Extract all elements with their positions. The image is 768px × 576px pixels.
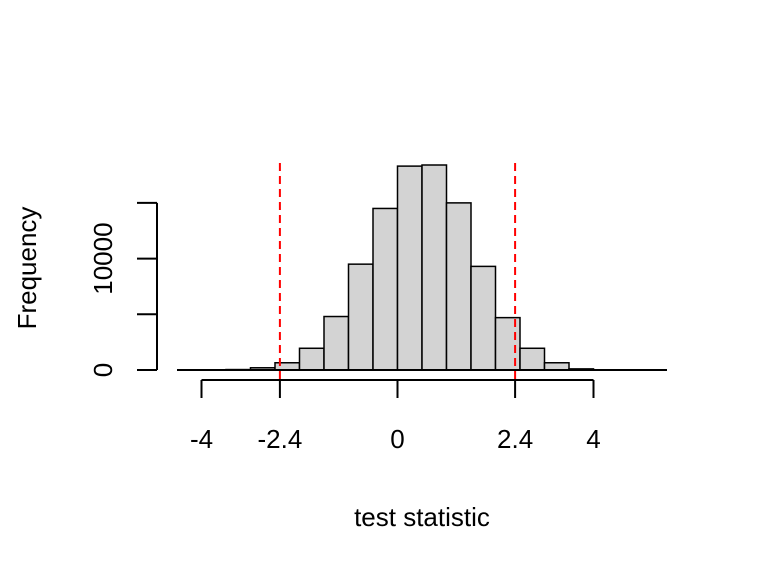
y-tick-label: 10000 xyxy=(88,222,118,294)
histogram-bar xyxy=(421,164,448,371)
histogram-bar xyxy=(396,165,423,371)
x-axis-title: test statistic xyxy=(354,502,490,532)
histogram-bar xyxy=(347,263,374,371)
histogram-bar xyxy=(323,315,350,371)
x-tick-label: 4 xyxy=(586,424,600,454)
x-tick-label: 2.4 xyxy=(497,424,533,454)
histogram-bars xyxy=(200,164,619,371)
histogram-bar xyxy=(543,362,570,371)
x-axis: -4 -2.4 0 2.4 4 xyxy=(190,379,601,454)
histogram-bar xyxy=(274,362,301,371)
x-tick-label: 0 xyxy=(390,424,404,454)
y-axis: 0 10000 xyxy=(88,201,158,377)
reference-lines xyxy=(278,163,517,380)
x-tick-label: -2.4 xyxy=(257,424,302,454)
histogram-bar xyxy=(298,347,325,371)
y-tick-label: 0 xyxy=(88,363,118,377)
histogram-bar xyxy=(372,207,399,371)
histogram-bar xyxy=(494,316,521,371)
histogram-bar xyxy=(470,265,497,371)
y-axis-title: Frequency xyxy=(12,207,42,330)
histogram-bar xyxy=(519,347,546,371)
x-tick-label: -4 xyxy=(190,424,213,454)
histogram-bar xyxy=(445,202,472,371)
